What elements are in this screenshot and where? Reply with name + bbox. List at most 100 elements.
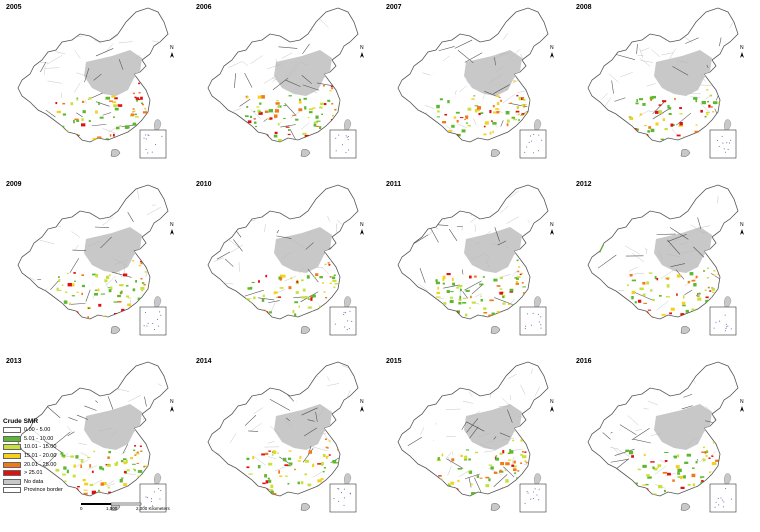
county-smr [97,136,102,139]
county-border [474,241,482,245]
year-label: 2011 [386,181,402,188]
county-smr [313,121,319,124]
county-smr [140,278,143,280]
inset-island [146,325,148,327]
map-panel: 2008 N [570,0,760,177]
taiwan-island [534,473,542,485]
county-border [208,377,214,379]
county-border [299,266,305,274]
legend-item: No data [3,478,123,487]
county-smr [437,457,440,461]
county-border [531,368,533,374]
county-smr [516,94,519,97]
province-border [127,211,134,223]
county-smr [646,281,650,285]
county-smr [261,309,266,311]
legend-swatch [3,470,21,477]
county-smr [268,489,273,491]
county-smr [329,479,332,482]
no-data-region [464,227,522,273]
inset-island [726,142,728,144]
north-label: N [360,222,364,228]
county-smr [516,106,520,109]
map-panel: 2010 N [190,177,380,354]
county-smr [521,114,524,117]
county-border [166,94,168,104]
taiwan-island [724,473,732,485]
county-smr [304,473,307,476]
county-border [701,231,708,234]
county-smr [61,454,66,457]
county-smr [288,286,292,290]
county-smr [246,96,249,99]
county-smr [526,121,531,123]
county-smr [268,462,273,466]
county-smr [324,263,327,266]
county-smr [296,280,299,283]
province-border [234,73,236,88]
county-smr [133,110,136,112]
county-smr [297,460,301,462]
county-smr [140,260,143,263]
county-border [473,118,477,125]
county-smr [526,480,531,484]
county-smr [81,118,84,122]
county-smr [274,109,279,113]
county-smr [98,102,100,106]
county-border [228,61,242,68]
county-smr [277,123,280,126]
inset-island [351,320,353,322]
county-border [270,302,276,313]
north-arrow-icon [740,406,744,412]
inset-island [538,321,540,323]
county-smr [676,274,681,278]
province-border [40,61,47,73]
county-border [321,267,330,275]
county-border [733,185,738,189]
province-border [454,39,473,49]
county-border [106,276,116,285]
county-smr [662,118,666,121]
county-smr [323,487,327,490]
county-smr [306,275,310,279]
county-border [616,448,630,457]
hainan-island [490,326,501,334]
county-smr [111,95,116,98]
county-smr [711,287,714,289]
no-data-region [274,50,332,96]
county-smr [639,113,642,116]
county-smr [499,469,502,473]
county-smr [625,449,629,452]
county-smr [677,468,682,473]
county-smr [697,297,702,301]
county-smr [253,110,256,113]
county-smr [55,468,60,472]
county-smr [513,465,517,468]
county-border [327,215,330,222]
county-smr [519,273,522,276]
county-smr [73,464,76,468]
inset-island [145,134,147,136]
county-smr [457,479,460,483]
county-border [54,130,68,141]
county-smr [249,115,252,119]
county-smr [92,273,97,276]
county-smr [143,465,146,468]
county-smr [489,299,494,302]
year-label: 2010 [196,181,212,188]
county-border [300,122,310,130]
county-smr [284,475,288,477]
county-smr [664,128,668,131]
county-smr [638,98,644,101]
county-smr [706,314,710,316]
county-border [106,362,111,370]
county-smr [522,98,525,100]
county-smr [447,100,450,104]
county-border [278,122,282,124]
county-smr [527,297,530,299]
county-border [710,451,716,457]
inset-island [154,329,156,331]
county-border [479,443,493,450]
county-smr [88,120,91,122]
county-smr [251,281,255,284]
